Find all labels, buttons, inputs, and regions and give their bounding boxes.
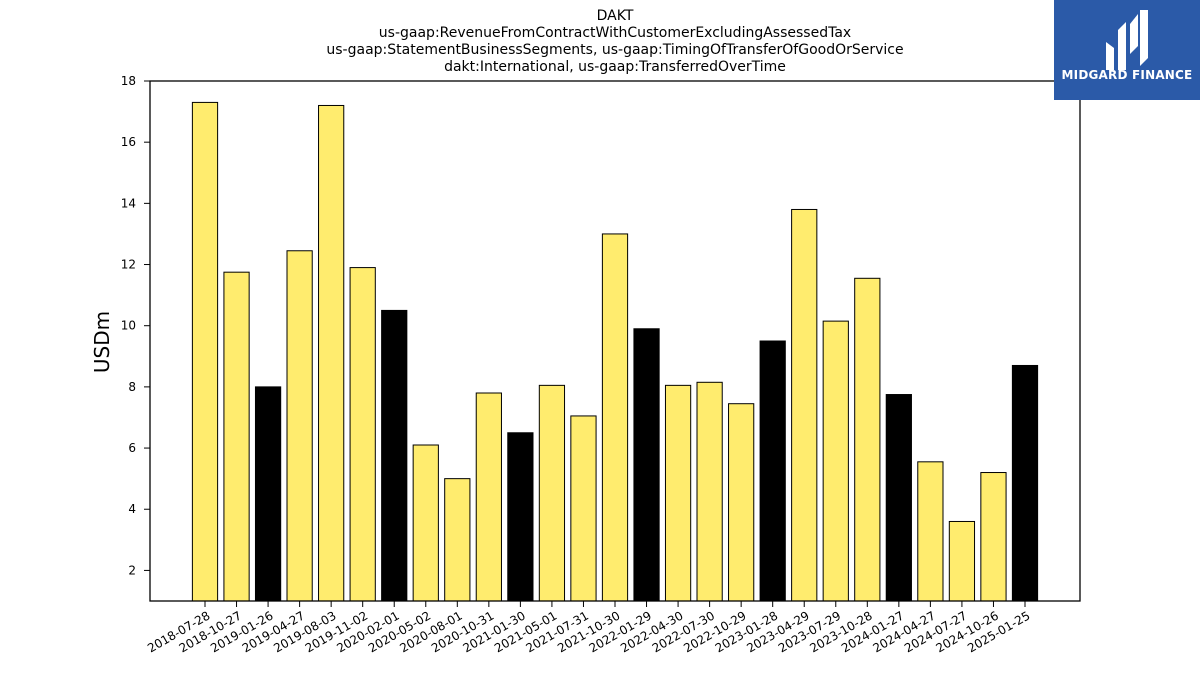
title-line: dakt:International, us-gaap:TransferredO… bbox=[444, 59, 786, 75]
bar bbox=[948, 520, 976, 602]
bar bbox=[254, 386, 282, 602]
bar bbox=[191, 101, 219, 602]
bar bbox=[601, 233, 629, 602]
bar bbox=[980, 472, 1007, 602]
y-tick-label: 6 bbox=[128, 441, 136, 455]
y-tick-label: 18 bbox=[121, 74, 136, 88]
bar bbox=[444, 478, 471, 602]
bar bbox=[917, 461, 944, 602]
y-axis-label: USDm bbox=[90, 311, 114, 373]
logo-mark-icon bbox=[1106, 10, 1148, 70]
x-axis: 2018-07-282018-10-272019-01-262019-04-27… bbox=[145, 601, 1033, 655]
bar bbox=[664, 384, 692, 602]
chart-title: DAKTus-gaap:RevenueFromContractWithCusto… bbox=[326, 8, 903, 75]
title-line: us-gaap:StatementBusinessSegments, us-ga… bbox=[326, 42, 903, 58]
y-tick-label: 2 bbox=[128, 563, 136, 577]
title-line: DAKT bbox=[597, 8, 634, 24]
bar bbox=[570, 415, 597, 602]
bar bbox=[412, 444, 439, 602]
bar bbox=[633, 328, 660, 602]
y-axis: 2 4 6 8 10 12 14 16 18 bbox=[121, 74, 150, 577]
bar bbox=[381, 309, 408, 602]
y-tick-label: 16 bbox=[121, 135, 136, 149]
bar bbox=[822, 320, 849, 602]
bar bbox=[538, 384, 566, 602]
bar bbox=[885, 394, 912, 602]
y-tick-label: 14 bbox=[121, 196, 136, 210]
bar bbox=[759, 340, 786, 602]
y-tick-label: 12 bbox=[121, 258, 136, 272]
bar bbox=[349, 267, 376, 602]
bar bbox=[791, 208, 818, 602]
bar bbox=[507, 432, 534, 602]
bar bbox=[1011, 364, 1039, 602]
bar bbox=[223, 271, 250, 602]
brand-logo: MIDGARD FINANCE bbox=[1054, 0, 1200, 100]
y-tick-label: 8 bbox=[128, 380, 136, 394]
bar bbox=[854, 277, 881, 602]
bar bbox=[475, 392, 502, 602]
bar bbox=[318, 104, 345, 602]
bars bbox=[191, 101, 1039, 602]
logo-text: MIDGARD FINANCE bbox=[1061, 68, 1193, 82]
title-line: us-gaap:RevenueFromContractWithCustomerE… bbox=[379, 25, 851, 41]
plot-frame bbox=[149, 80, 1081, 602]
bar bbox=[728, 403, 755, 602]
y-tick-label: 10 bbox=[121, 319, 136, 333]
y-tick-label: 4 bbox=[128, 502, 136, 516]
bar bbox=[286, 250, 313, 602]
bar bbox=[696, 381, 723, 602]
